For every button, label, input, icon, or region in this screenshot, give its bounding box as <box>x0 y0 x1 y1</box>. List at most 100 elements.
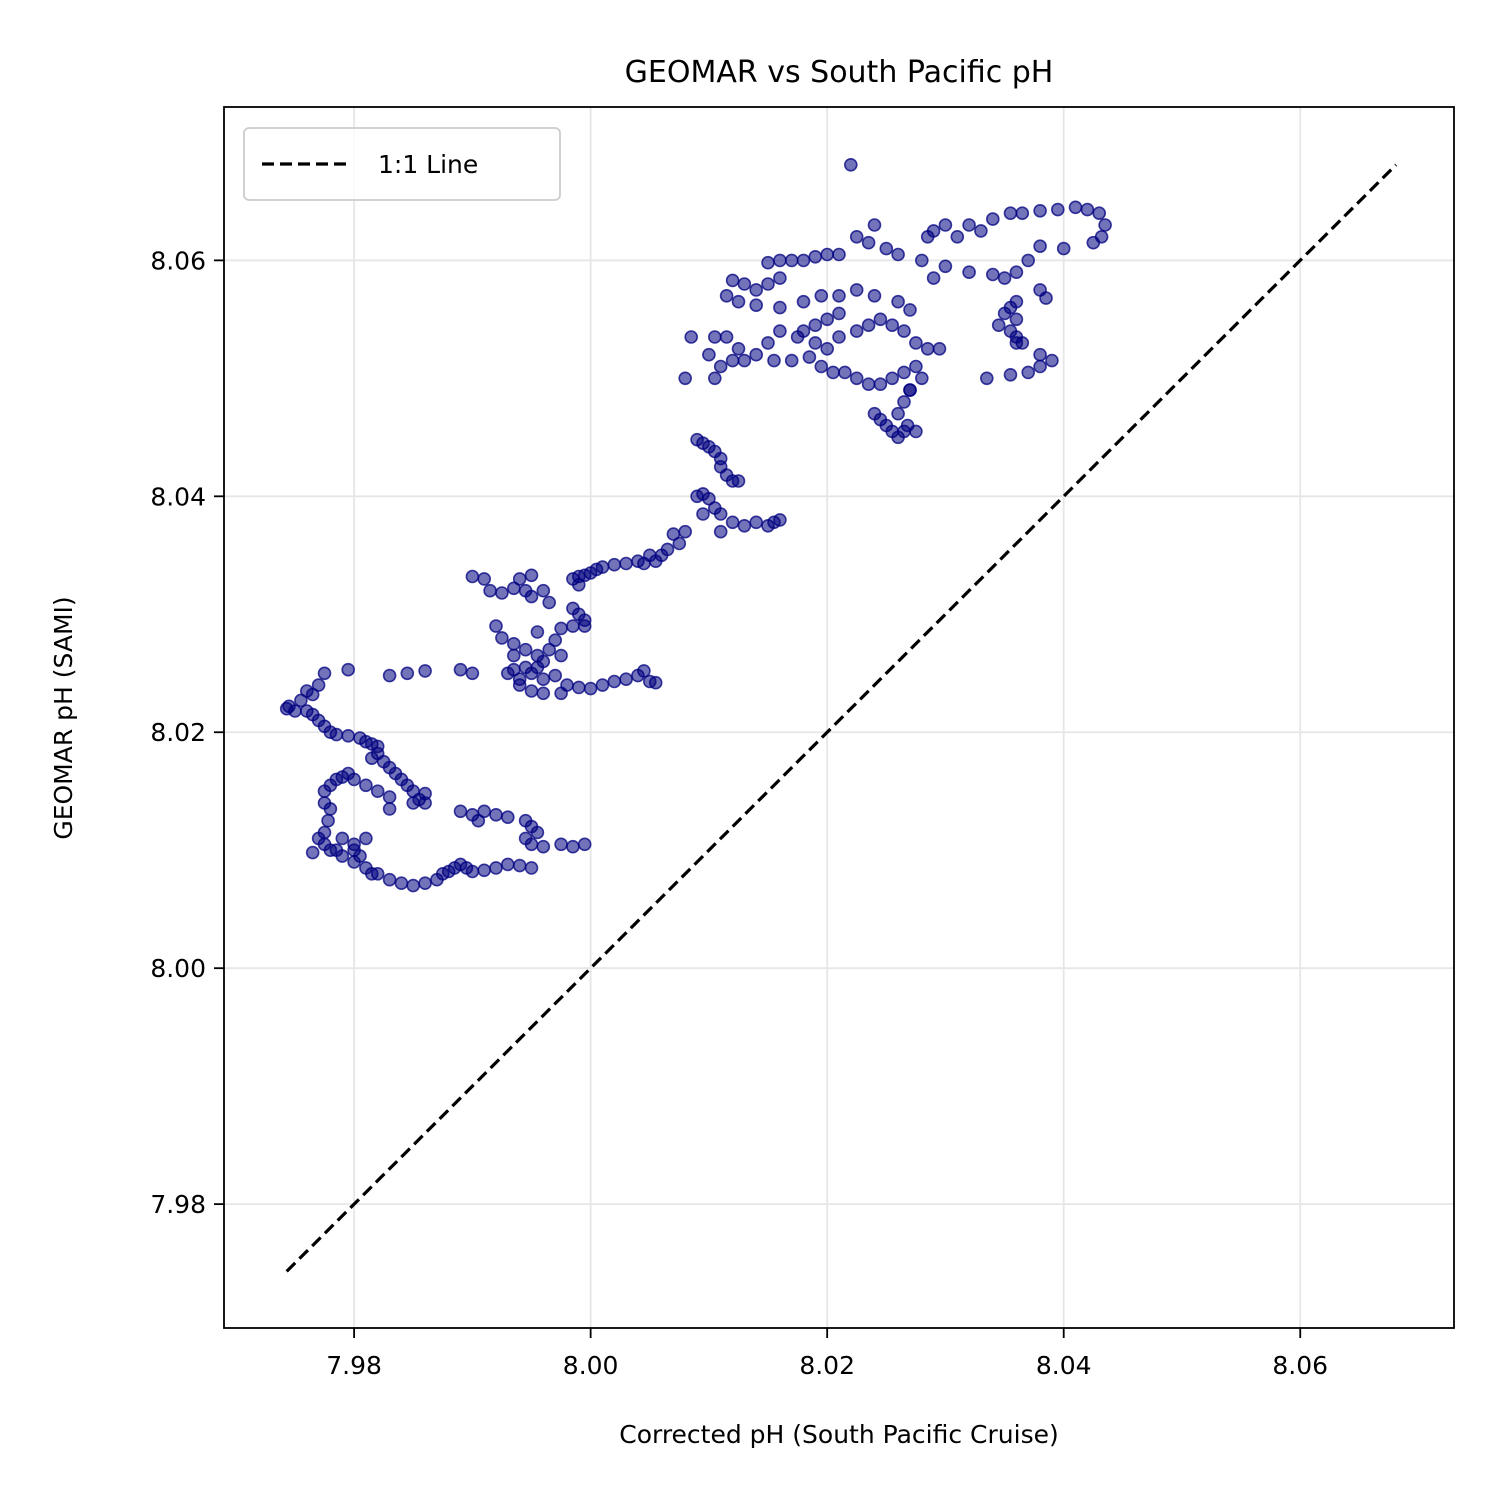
scatter-point <box>500 857 515 872</box>
scatter-point <box>1068 200 1083 215</box>
scatter-point <box>678 371 693 386</box>
scatter-point <box>512 572 527 586</box>
scatter-point <box>370 784 385 799</box>
scatter-point <box>784 353 799 368</box>
scatter-point <box>453 662 468 677</box>
scatter-point <box>903 303 917 317</box>
x-tick-label: 8.00 <box>563 1351 619 1380</box>
scatter-point <box>1086 235 1101 250</box>
scatter-point <box>524 568 539 583</box>
scatter-point <box>607 674 622 689</box>
scatter-point <box>524 589 539 604</box>
scatter-point <box>808 249 823 264</box>
scatter-point <box>465 666 480 681</box>
scatter-point <box>530 825 545 840</box>
data-points <box>279 158 1112 893</box>
scatter-point <box>566 839 580 854</box>
scatter-point <box>909 424 923 439</box>
scatter-point <box>1033 239 1047 253</box>
scatter-point <box>891 294 905 309</box>
scatter-point <box>773 300 787 315</box>
scatter-point <box>483 583 497 598</box>
scatter-point <box>477 804 492 819</box>
scatter-point <box>873 312 888 327</box>
scatter-point <box>713 507 728 521</box>
scatter-point <box>583 681 598 696</box>
scatter-point <box>790 330 805 344</box>
scatter-point <box>394 876 409 891</box>
plot-frame <box>223 106 1455 1329</box>
scatter-point <box>938 218 953 232</box>
scatter-point <box>1056 241 1071 256</box>
scatter-point <box>832 306 846 321</box>
scatter-point <box>749 283 764 297</box>
scatter-point <box>370 866 385 881</box>
x-axis-ticks: 7.98 8.00 8.02 8.04 8.06 <box>326 1328 1328 1380</box>
scatter-point <box>826 365 840 380</box>
y-tick-label: 8.02 <box>150 718 206 747</box>
scatter-point <box>702 491 716 506</box>
scatter-point <box>773 513 787 527</box>
scatter-point <box>731 341 746 356</box>
scatter-point <box>861 318 876 333</box>
scatter-point <box>749 515 764 530</box>
scatter-point <box>737 277 752 291</box>
scatter-point <box>500 666 515 681</box>
scatter-point <box>873 377 888 392</box>
scatter-point <box>453 804 468 819</box>
scatter-point <box>702 347 716 362</box>
scatter-point <box>974 224 988 238</box>
scatter-point <box>489 861 503 875</box>
scatter-point <box>749 298 764 313</box>
scatter-point <box>400 666 415 681</box>
scatter-point <box>548 633 563 648</box>
scatter-point <box>991 318 1006 333</box>
scatter-point <box>1015 206 1030 220</box>
x-tick-label: 8.06 <box>1272 1351 1328 1380</box>
scatter-point <box>1033 204 1047 218</box>
scatter-point <box>477 863 492 878</box>
scatter-point <box>530 625 545 639</box>
scatter-point <box>518 642 533 657</box>
legend: 1:1 Line <box>243 127 561 201</box>
scatter-point <box>335 849 350 863</box>
scatter-point <box>773 271 787 285</box>
y-tick-label: 8.00 <box>150 954 206 983</box>
scatter-point <box>808 336 823 350</box>
scatter-point <box>311 678 326 692</box>
scatter-point <box>773 324 787 338</box>
scatter-point <box>619 556 633 571</box>
x-tick-label: 8.02 <box>799 1351 855 1380</box>
scatter-point <box>909 359 923 374</box>
scatter-point <box>359 778 373 793</box>
scatter-point <box>554 837 568 852</box>
scatter-point <box>773 253 787 268</box>
scatter-point <box>737 353 752 368</box>
scatter-point <box>861 235 876 250</box>
scatter-point <box>542 642 557 657</box>
scatter-point <box>1080 202 1095 217</box>
scatter-point <box>796 294 811 309</box>
scatter-point <box>294 693 308 708</box>
x-tick-label: 7.98 <box>326 1351 382 1380</box>
scatter-point <box>849 230 864 244</box>
scatter-point <box>820 247 835 262</box>
scatter-point <box>536 672 551 687</box>
scatter-point <box>595 678 610 692</box>
scatter-point <box>796 253 811 268</box>
scatter-point <box>885 371 900 386</box>
scatter-point <box>719 288 734 303</box>
scatter-point <box>317 666 332 681</box>
scatter-point <box>329 727 344 742</box>
scatter-point <box>512 858 527 873</box>
scatter-point <box>820 341 835 356</box>
scatter-point <box>1015 336 1030 350</box>
scatter-point <box>506 636 521 651</box>
scatter-point <box>1009 312 1024 327</box>
scatter-point <box>554 648 568 663</box>
scatter-point <box>814 359 829 374</box>
y-axis-ticks: 7.98 8.00 8.02 8.04 8.06 <box>150 246 224 1219</box>
scatter-point <box>707 330 722 344</box>
scatter-point <box>920 341 935 356</box>
